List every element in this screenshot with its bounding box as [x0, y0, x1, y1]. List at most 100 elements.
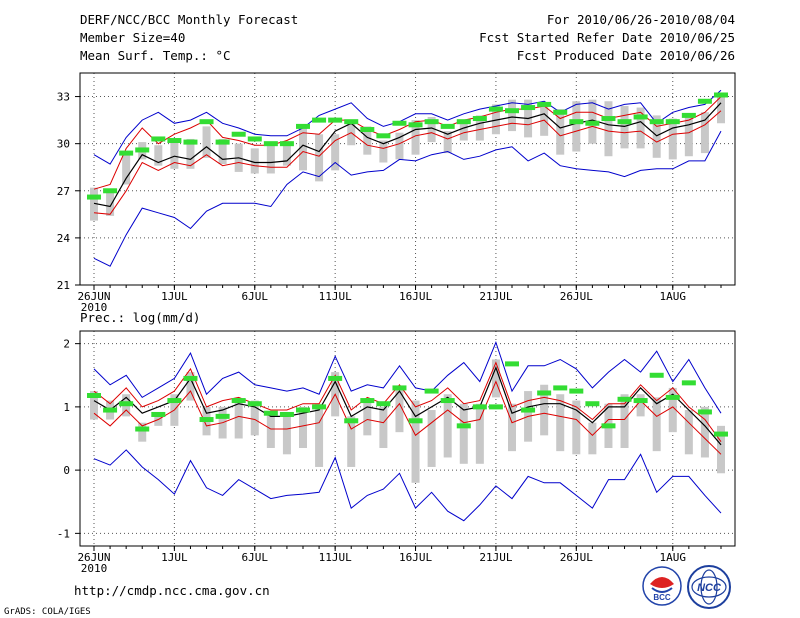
median-marker	[328, 117, 343, 123]
median-marker	[569, 388, 584, 394]
range-box	[202, 126, 211, 158]
median-marker	[344, 119, 359, 125]
median-marker	[601, 423, 616, 429]
x-tick-label: 26JUN	[77, 290, 110, 303]
median-marker	[569, 119, 584, 125]
median-marker	[167, 398, 182, 404]
range-box	[411, 120, 420, 155]
range-box	[459, 123, 468, 141]
median-marker	[537, 390, 552, 396]
range-box	[572, 101, 581, 152]
median-marker	[505, 108, 519, 114]
upper-std-line	[93, 361, 722, 442]
range-box	[363, 126, 372, 155]
lower-std-line	[93, 110, 722, 215]
range-box	[475, 115, 484, 141]
bcc-logo-wave	[651, 587, 673, 593]
range-box	[700, 112, 709, 154]
range-box	[315, 134, 324, 182]
range-box	[620, 105, 629, 149]
range-box	[636, 394, 645, 417]
range-box	[652, 397, 661, 452]
median-marker	[537, 101, 552, 107]
range-box	[250, 148, 259, 174]
range-box	[427, 116, 436, 143]
median-marker	[456, 119, 471, 125]
median-marker	[103, 188, 118, 194]
range-box	[186, 372, 195, 401]
range-box	[411, 400, 420, 483]
range-box	[508, 99, 516, 132]
ncc-logo-ring	[687, 565, 731, 609]
median-marker	[633, 398, 648, 404]
median-marker	[424, 388, 439, 394]
variable-label-top: Mean Surf. Temp.: °C	[80, 48, 231, 63]
median-marker	[697, 98, 712, 104]
median-marker	[247, 401, 262, 407]
x-tick-label: 26JUN	[77, 551, 110, 564]
ensemble-mean-line	[93, 366, 722, 446]
median-marker	[376, 401, 391, 407]
y-tick-label: 0	[63, 464, 70, 477]
ncc-logo-orbit	[691, 576, 727, 598]
x-tick-label: 21JUL	[479, 290, 512, 303]
range-box	[459, 403, 468, 464]
range-box	[620, 394, 629, 448]
lower-std-line	[93, 380, 722, 455]
median-marker	[408, 418, 423, 424]
y-tick-label: 24	[57, 232, 71, 245]
grads-credit: GrADS: COLA/IGES	[4, 607, 91, 617]
ncc-logo-text: NCC	[697, 582, 722, 594]
median-marker	[360, 127, 375, 133]
median-marker	[135, 147, 150, 153]
median-marker	[553, 385, 568, 391]
x-tick-label: 1JUL	[161, 551, 188, 564]
median-marker	[183, 139, 198, 145]
median-marker	[279, 411, 294, 417]
max-line	[93, 340, 722, 414]
y-tick-label: 1	[63, 401, 70, 414]
median-marker	[119, 150, 134, 156]
member-size: Member Size=40	[80, 30, 185, 45]
range-box	[668, 118, 677, 160]
range-box	[266, 413, 275, 448]
range-box	[395, 132, 404, 160]
y-tick-label: 21	[57, 279, 70, 292]
range-box	[443, 131, 452, 154]
source-url: http://cmdp.ncc.cma.gov.cn	[74, 583, 270, 598]
figure-title: DERF/NCC/BCC Monthly Forecast	[80, 12, 298, 27]
median-marker	[601, 116, 616, 122]
median-marker	[521, 105, 536, 111]
range-box	[475, 403, 484, 464]
median-marker	[263, 141, 278, 147]
range-box	[282, 413, 291, 455]
median-marker	[199, 119, 214, 125]
median-marker	[231, 131, 246, 137]
median-marker	[488, 404, 503, 410]
forecast-period: For 2010/06/26-2010/08/04	[547, 12, 735, 27]
range-box	[299, 406, 307, 448]
produced-date: Fcst Produced Date 2010/06/26	[517, 48, 735, 63]
range-box	[684, 116, 693, 157]
upper-std-line	[93, 96, 722, 190]
precipitation-chart: -1 0 1 2 26JUN 1JUL 6JUL 11JUL 16JUL 21JUL 26JUL 1A…	[57, 330, 736, 575]
range-box	[282, 142, 291, 166]
range-box	[299, 127, 307, 171]
median-marker	[649, 119, 664, 125]
median-marker	[231, 398, 246, 404]
median-marker	[296, 407, 310, 413]
range-box	[218, 138, 227, 165]
range-box	[491, 104, 500, 135]
range-box	[443, 394, 452, 458]
range-box	[234, 400, 243, 439]
median-marker	[183, 375, 198, 381]
range-box	[90, 187, 98, 221]
range-box	[604, 101, 613, 157]
range-box	[363, 400, 372, 436]
median-marker	[633, 114, 648, 120]
median-marker	[199, 417, 214, 423]
x-tick-label: 6JUL	[242, 551, 269, 564]
x-tick-label: 11JUL	[319, 290, 352, 303]
range-box	[652, 115, 661, 158]
median-marker	[312, 404, 327, 410]
